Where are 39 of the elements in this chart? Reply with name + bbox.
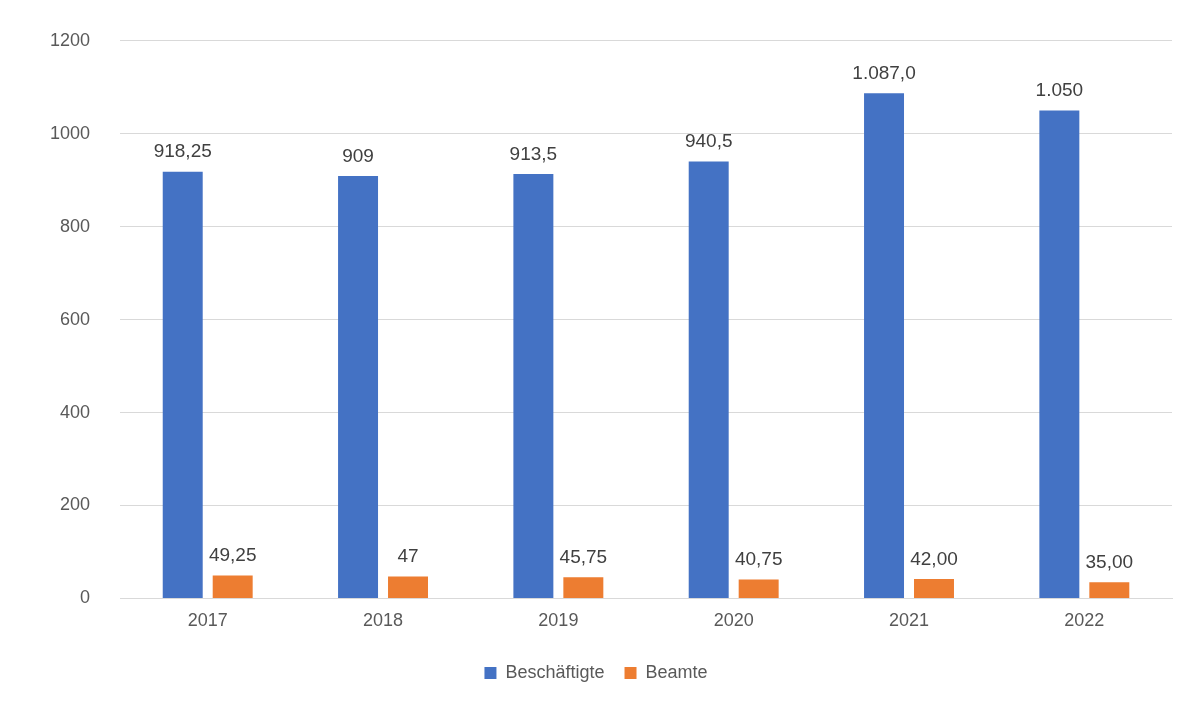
y-tick-label: 600 (60, 308, 91, 329)
bar (1039, 110, 1080, 598)
data-label: 913,5 (509, 142, 558, 164)
legend-label: Beamte (645, 661, 708, 682)
data-label: 49,25 (208, 544, 257, 566)
y-tick-label: 0 (80, 587, 91, 608)
x-tick-label: 2022 (1064, 610, 1105, 631)
bar (1089, 582, 1130, 598)
y-tick-label: 400 (60, 401, 91, 422)
y-tick-label: 200 (60, 494, 91, 515)
data-label: 47 (397, 545, 419, 567)
y-tick-label: 800 (60, 215, 91, 236)
x-tick-label: 2018 (363, 610, 404, 631)
bar (864, 93, 905, 598)
data-label: 45,75 (559, 545, 608, 567)
y-tick-label: 1000 (50, 122, 91, 143)
bar (688, 161, 729, 598)
bar (563, 577, 604, 598)
data-label: 940,5 (684, 130, 733, 152)
legend-label: Beschäftigte (505, 661, 605, 682)
x-tick-label: 2020 (713, 610, 754, 631)
bar (388, 576, 428, 598)
y-tick-label: 1200 (50, 29, 91, 50)
bar (914, 578, 954, 598)
x-tick-label: 2019 (538, 610, 579, 631)
x-tick-label: 2021 (888, 610, 930, 631)
data-label: 42,00 (910, 547, 958, 569)
data-label: 40,75 (734, 548, 783, 570)
bar (162, 171, 203, 598)
bar (212, 575, 253, 598)
x-tick-label: 2017 (187, 610, 228, 631)
data-label: 909 (342, 144, 374, 166)
data-label: 1.087,0 (852, 62, 916, 84)
data-label: 918,25 (153, 140, 212, 162)
data-label: 35,00 (1085, 550, 1134, 572)
data-label: 1.050 (1035, 79, 1084, 101)
bar (338, 176, 379, 598)
bar (738, 579, 779, 598)
bar (513, 173, 554, 598)
